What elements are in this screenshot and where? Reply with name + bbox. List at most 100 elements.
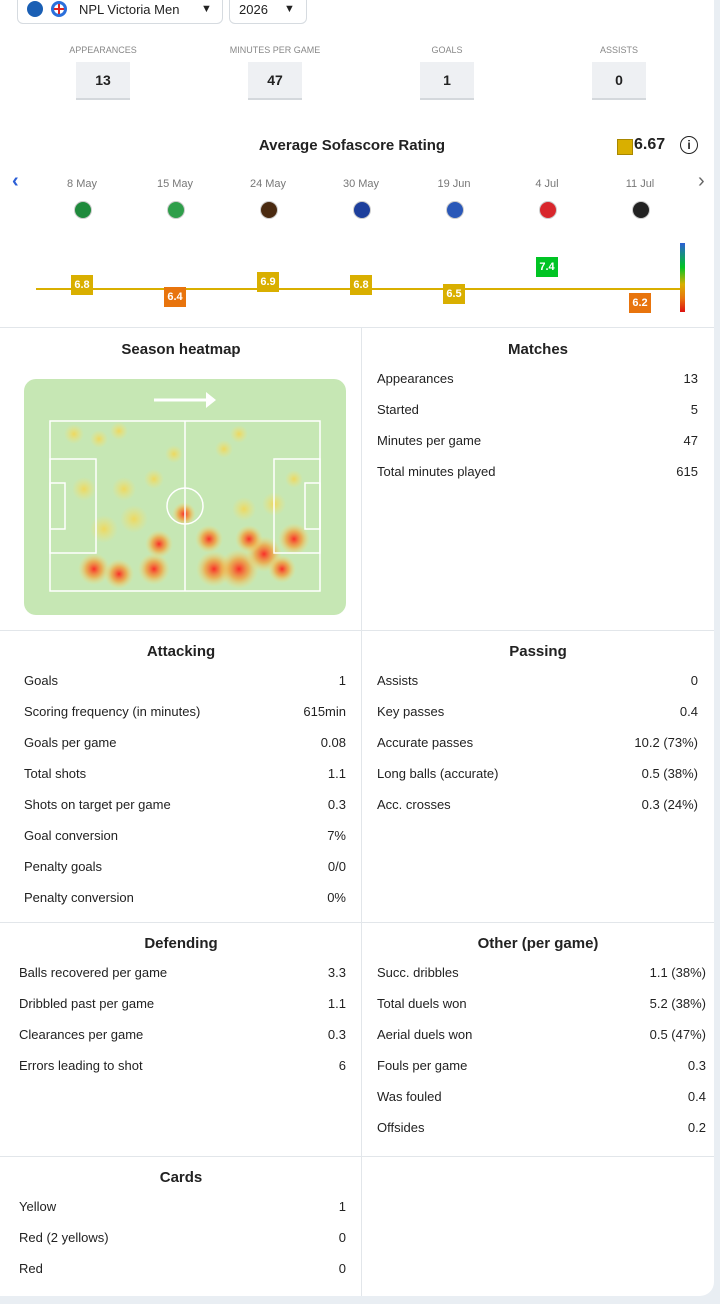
- summary-label: MINUTES PER GAME: [229, 45, 321, 55]
- section-title: Other (per game): [477, 935, 599, 952]
- stat-value: 615min: [303, 704, 346, 719]
- summary-value: 0: [592, 62, 646, 100]
- stat-value: 0.5 (38%): [641, 766, 698, 781]
- section-title: Passing: [509, 643, 567, 660]
- stat-value: 0.4: [687, 1089, 706, 1104]
- stat-label: Total minutes played: [377, 464, 496, 479]
- stat-value: 0.5 (47%): [649, 1027, 706, 1042]
- stat-value: 0.3: [327, 1027, 346, 1042]
- rating-badge: 6.2: [629, 293, 651, 314]
- stat-value: 7%: [327, 828, 346, 843]
- season: 2026: [239, 2, 268, 17]
- stat-label: Acc. crosses: [377, 797, 451, 812]
- rating-badge: 6.9: [257, 272, 279, 293]
- divider: [0, 1156, 714, 1157]
- stat-label: Was fouled: [377, 1089, 442, 1104]
- team-logo: [539, 201, 557, 219]
- stat-value: 615: [676, 464, 698, 479]
- stat-label: Total shots: [24, 766, 87, 781]
- summary-label: ASSISTS: [599, 45, 638, 55]
- average-rating: 6.67: [634, 136, 666, 153]
- stat-label: Dribbled past per game: [19, 996, 155, 1011]
- previous-button[interactable]: ‹: [12, 170, 19, 192]
- stat-value: 1.1: [327, 766, 346, 781]
- stat-value: 3.3: [327, 965, 346, 980]
- team-logo: [74, 201, 92, 219]
- rating-title: Average Sofascore Rating: [258, 137, 446, 154]
- heatmap: [24, 379, 346, 615]
- stat-value: 0.3: [327, 797, 346, 812]
- section-title: Matches: [507, 341, 569, 358]
- stat-value: 0/0: [327, 859, 346, 874]
- section-title: Season heatmap: [121, 341, 241, 358]
- summary-label: GOALS: [431, 45, 463, 55]
- stat-value: 1.1: [327, 996, 346, 1011]
- stat-label: Key passes: [377, 704, 445, 719]
- stat-value: 5: [690, 402, 698, 417]
- stat-label: Red: [19, 1261, 43, 1276]
- stat-value: 6: [338, 1058, 346, 1073]
- stat-label: Goal conversion: [24, 828, 118, 843]
- stat-value: 13: [683, 371, 698, 386]
- match-date: 15 May: [156, 178, 194, 190]
- stat-value: 47: [683, 433, 698, 448]
- stat-label: Goals: [24, 673, 58, 688]
- summary-value: 47: [248, 62, 302, 100]
- stat-value: 0.4: [679, 704, 698, 719]
- rating-badge: 7.4: [536, 257, 558, 278]
- stat-value: 0.3: [687, 1058, 706, 1073]
- stat-label: Errors leading to shot: [19, 1058, 143, 1073]
- match-date: 24 May: [249, 178, 287, 190]
- stat-value: 0: [690, 673, 698, 688]
- stat-label: Started: [377, 402, 419, 417]
- flags: [27, 1, 67, 17]
- team-logo: [446, 201, 464, 219]
- stat-value: 0.3 (24%): [641, 797, 698, 812]
- match-date: 8 May: [67, 178, 97, 190]
- dropdown-arrow: ▼: [284, 3, 295, 15]
- divider: [0, 327, 714, 328]
- stat-label: Succ. dribbles: [377, 965, 459, 980]
- summary-label: APPEARANCES: [69, 45, 137, 55]
- stat-label: Appearances: [377, 371, 454, 386]
- stat-label: Scoring frequency (in minutes): [24, 704, 201, 719]
- stat-value: 0%: [327, 890, 346, 905]
- team-logo: [167, 201, 185, 219]
- stat-label: Goals per game: [24, 735, 117, 750]
- stat-value: 1.1 (38%): [649, 965, 706, 980]
- rating-badge: 6.4: [164, 287, 186, 308]
- stat-label: Penalty goals: [24, 859, 103, 874]
- rating-badge: 6.8: [71, 275, 93, 296]
- summary-value: 1: [420, 62, 474, 100]
- match-date: 11 Jul: [625, 178, 655, 190]
- section-title: Defending: [144, 935, 218, 952]
- stat-value: 0.08: [320, 735, 346, 750]
- stat-label: Yellow: [19, 1199, 57, 1214]
- stat-label: Long balls (accurate): [377, 766, 499, 781]
- stat-label: Shots on target per game: [24, 797, 171, 812]
- stat-value: 10.2 (73%): [634, 735, 698, 750]
- stat-label: Fouls per game: [377, 1058, 468, 1073]
- stat-label: Offsides: [377, 1120, 425, 1135]
- season-dropdown[interactable]: [229, 0, 307, 24]
- stat-value: 0: [338, 1230, 346, 1245]
- stat-label: Penalty conversion: [24, 890, 134, 905]
- competition-dropdown[interactable]: [17, 0, 223, 24]
- stat-label: Clearances per game: [19, 1027, 144, 1042]
- team-logo: [353, 201, 371, 219]
- summary-value: 13: [76, 62, 130, 100]
- match-date: 19 Jun: [437, 178, 471, 190]
- stat-label: Assists: [377, 673, 419, 688]
- match-date: 4 Jul: [535, 178, 559, 190]
- stat-label: Total duels won: [377, 996, 467, 1011]
- next-button[interactable]: ›: [698, 170, 705, 192]
- section-title: Cards: [159, 1169, 203, 1186]
- match-date: 30 May: [342, 178, 380, 190]
- stat-value: 0: [338, 1261, 346, 1276]
- rating-scale: [680, 243, 685, 312]
- stat-label: Aerial duels won: [377, 1027, 473, 1042]
- stat-value: 1: [338, 1199, 346, 1214]
- stat-label: Balls recovered per game: [19, 965, 168, 980]
- divider: [0, 922, 714, 923]
